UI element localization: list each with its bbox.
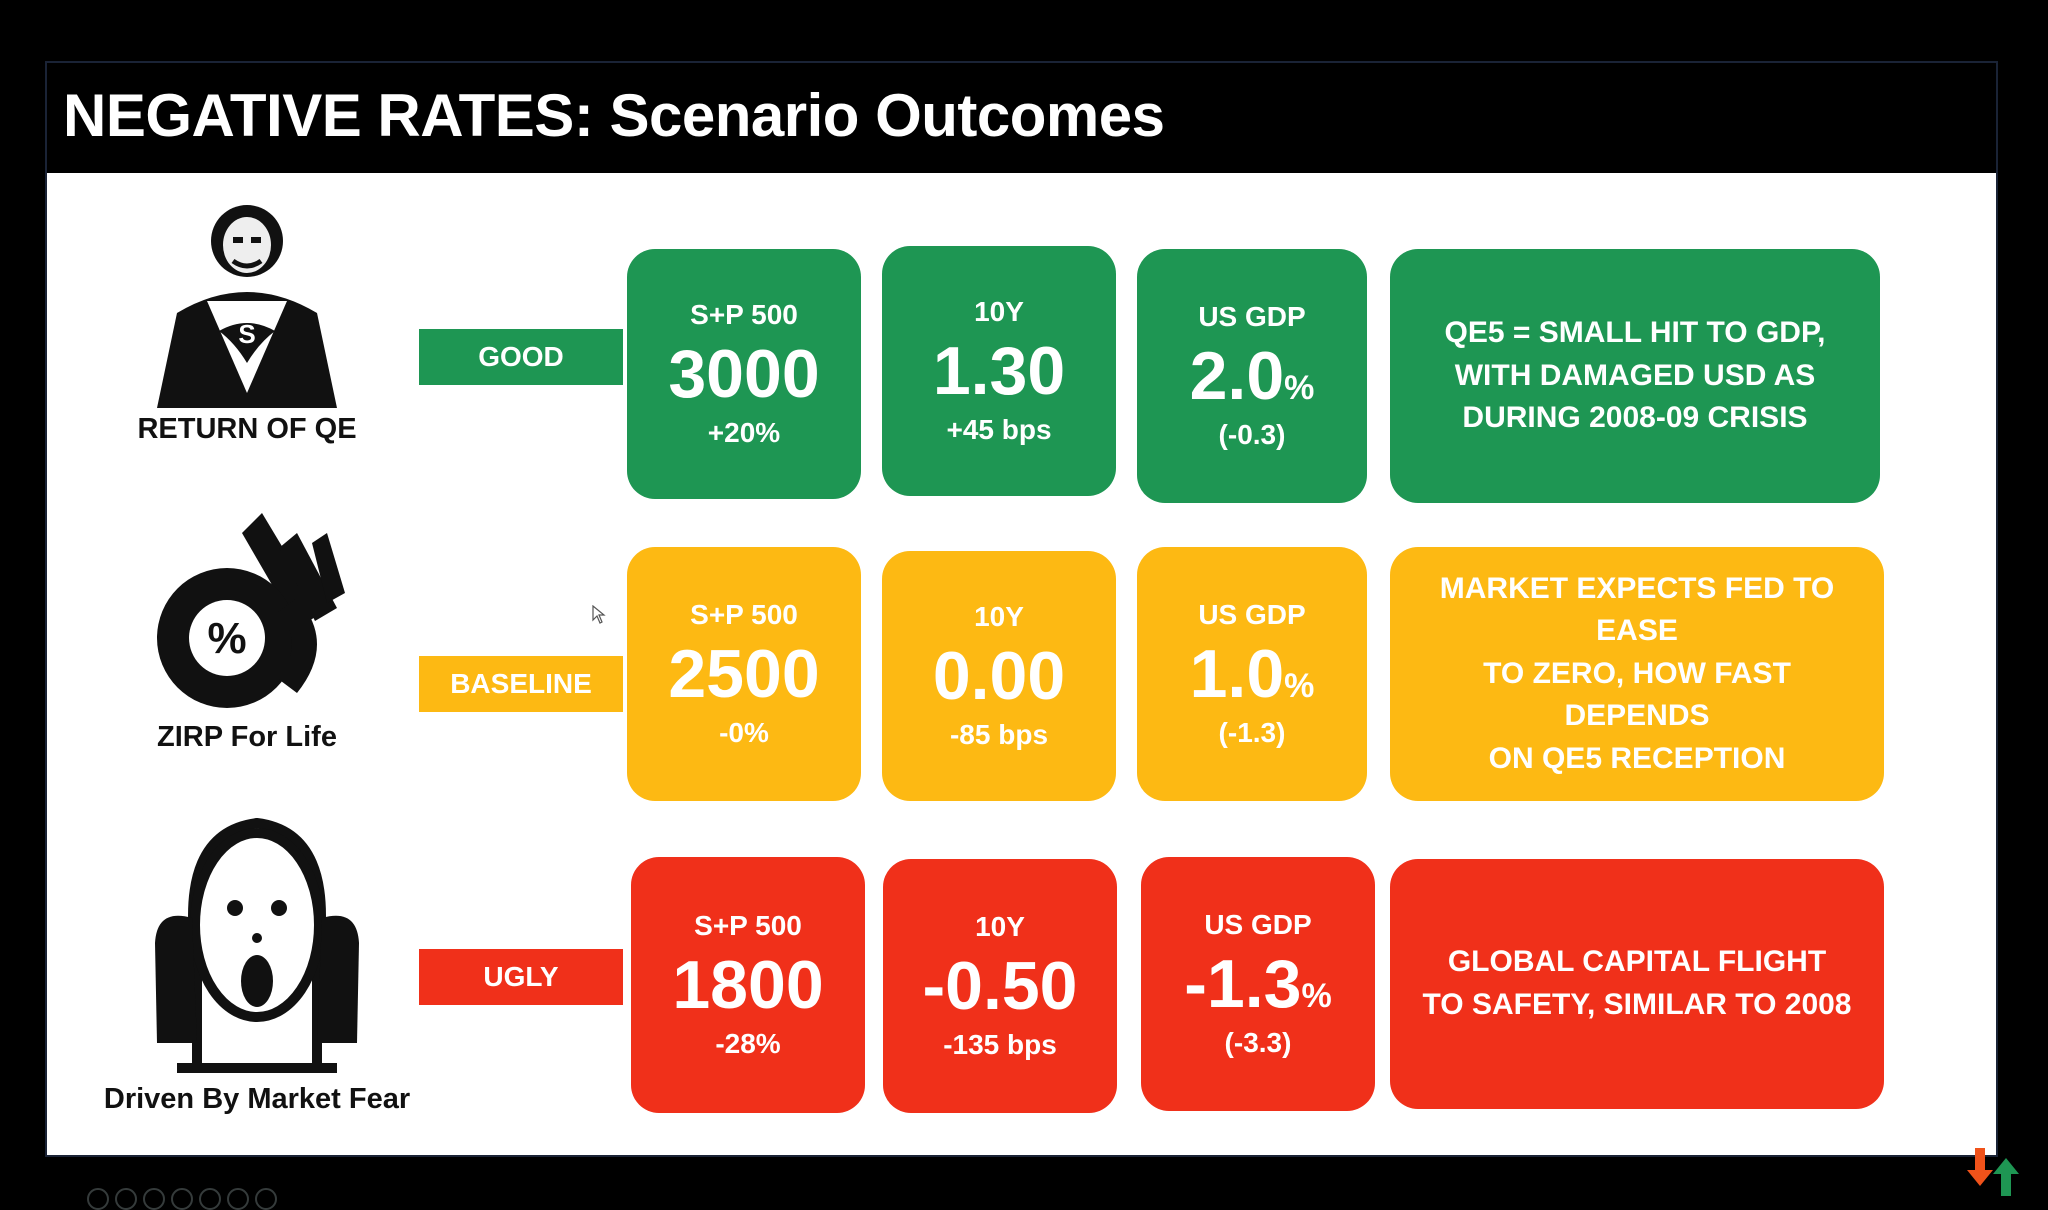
metric-name: US GDP xyxy=(1198,599,1306,631)
pen-icon[interactable] xyxy=(143,1188,165,1210)
metric-card-10y: 10Y 1.30 +45 bps xyxy=(882,246,1116,496)
metric-value: 2.0% xyxy=(1189,338,1315,415)
metric-change: (-1.3) xyxy=(1218,716,1286,748)
metric-value: 2500 xyxy=(668,636,820,713)
summary-card-good: QE5 = SMALL HIT TO GDP, WITH DAMAGED USD… xyxy=(1390,249,1880,503)
metric-change: -0% xyxy=(719,716,769,748)
scenario-label-baseline: BASELINE xyxy=(419,656,623,712)
illustration-ugly: Driven By Market Fear xyxy=(87,813,427,1116)
metric-card-10y: 10Y 0.00 -85 bps xyxy=(882,551,1116,801)
metric-value: 1800 xyxy=(672,947,824,1024)
logo-arrows-icon xyxy=(1967,1148,2019,1196)
metric-change: -85 bps xyxy=(949,718,1049,750)
metric-card-sp500: S+P 500 2500 -0% xyxy=(627,547,861,801)
metric-card-sp500: S+P 500 3000 +20% xyxy=(627,249,861,499)
slide: NEGATIVE RATES: Scenario Outcomes S RETU… xyxy=(45,61,2019,1210)
previous-slide-icon[interactable] xyxy=(87,1188,109,1210)
mouse-cursor-icon xyxy=(592,605,606,624)
metric-card-gdp: US GDP 1.0% (-1.3) xyxy=(1137,547,1367,801)
slide-title: NEGATIVE RATES: Scenario Outcomes xyxy=(63,82,1165,149)
next-slide-icon[interactable] xyxy=(115,1188,137,1210)
scenario-label-good: GOOD xyxy=(419,329,623,385)
metric-card-10y: 10Y -0.50 -135 bps xyxy=(883,859,1117,1113)
illustration-caption: Driven By Market Fear xyxy=(103,1083,411,1115)
metric-value: 1.30 xyxy=(932,333,1066,410)
illustration-baseline: % ZIRP For Life xyxy=(117,503,377,754)
metric-value: 0.00 xyxy=(932,638,1066,715)
metric-change: -28% xyxy=(715,1027,781,1059)
metric-name: US GDP xyxy=(1198,301,1306,333)
presentation-toolbar xyxy=(87,1188,277,1210)
zoom-icon[interactable] xyxy=(199,1188,221,1210)
metric-name: S+P 500 xyxy=(690,599,798,631)
metric-change: -135 bps xyxy=(943,1028,1057,1060)
metric-name: US GDP xyxy=(1204,909,1312,941)
metric-card-gdp: US GDP 2.0% (-0.3) xyxy=(1137,249,1367,503)
metric-value: 3000 xyxy=(668,336,820,413)
more-options-icon[interactable] xyxy=(255,1188,277,1210)
svg-text:%: % xyxy=(207,614,246,663)
scream-face-icon xyxy=(155,817,359,1073)
title-bar: NEGATIVE RATES: Scenario Outcomes xyxy=(47,63,1996,173)
metric-card-sp500: S+P 500 1800 -28% xyxy=(631,857,865,1113)
metric-change: (-0.3) xyxy=(1218,418,1286,450)
metric-change: +45 bps xyxy=(946,413,1052,445)
metric-name: 10Y xyxy=(974,601,1024,633)
metric-name: 10Y xyxy=(974,296,1024,328)
metric-name: S+P 500 xyxy=(694,910,802,942)
scenario-label-ugly: UGLY xyxy=(419,949,623,1005)
slides-overview-icon[interactable] xyxy=(171,1188,193,1210)
metric-card-gdp: US GDP -1.3% (-3.3) xyxy=(1141,857,1375,1111)
superhero-icon: S xyxy=(157,205,337,408)
metric-change: +20% xyxy=(707,416,781,448)
subtitles-icon[interactable] xyxy=(227,1188,249,1210)
svg-text:S: S xyxy=(238,319,255,349)
metric-name: S+P 500 xyxy=(690,299,798,331)
summary-card-ugly: GLOBAL CAPITAL FLIGHT TO SAFETY, SIMILAR… xyxy=(1390,859,1884,1109)
metric-value: -0.50 xyxy=(922,948,1078,1025)
illustration-caption: ZIRP For Life xyxy=(157,721,337,753)
metric-value: 1.0% xyxy=(1189,636,1315,713)
metric-name: 10Y xyxy=(975,911,1025,943)
summary-card-baseline: MARKET EXPECTS FED TO EASE TO ZERO, HOW … xyxy=(1390,547,1884,801)
metric-change: (-3.3) xyxy=(1224,1026,1292,1058)
illustration-good: S RETURN OF QE xyxy=(117,193,377,446)
illustration-caption: RETURN OF QE xyxy=(137,413,357,445)
percent-hand-icon: % xyxy=(157,513,345,708)
metric-value: -1.3% xyxy=(1184,946,1332,1023)
